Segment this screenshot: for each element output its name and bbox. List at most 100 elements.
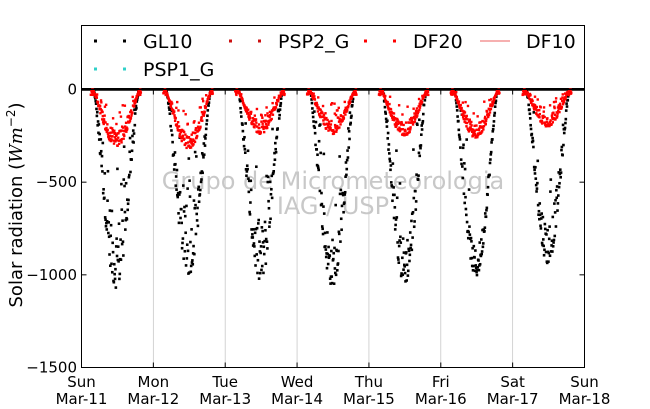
data-point	[240, 115, 243, 118]
data-point	[322, 152, 326, 156]
legend-marker-gl10	[94, 39, 126, 43]
data-point	[389, 168, 392, 172]
data-point	[95, 96, 99, 99]
data-point	[189, 146, 193, 149]
data-point	[489, 104, 492, 107]
data-point	[255, 253, 259, 256]
data-point	[130, 158, 133, 161]
data-point	[317, 106, 320, 109]
data-point	[484, 119, 488, 123]
data-point	[418, 118, 421, 122]
data-point	[470, 240, 473, 243]
data-point	[349, 123, 352, 126]
data-point	[488, 173, 491, 177]
data-point	[489, 158, 492, 161]
data-point	[271, 109, 274, 113]
data-point	[121, 129, 124, 132]
data-point	[257, 218, 260, 222]
data-point	[112, 262, 116, 266]
data-point	[112, 142, 116, 145]
data-point	[491, 129, 495, 133]
data-point	[471, 130, 474, 133]
data-point	[187, 271, 191, 274]
data-point	[537, 213, 540, 217]
data-point	[239, 111, 243, 114]
data-point	[101, 118, 104, 121]
legend-label-psp2-g: PSP2_G	[278, 31, 349, 53]
data-point	[486, 185, 490, 189]
data-point	[561, 96, 564, 99]
data-point	[473, 129, 477, 132]
data-point	[321, 227, 324, 231]
data-point	[133, 123, 137, 127]
data-point	[489, 153, 493, 156]
data-point	[480, 252, 484, 256]
data-point	[180, 246, 184, 250]
data-point	[189, 270, 193, 274]
data-point	[478, 121, 481, 124]
data-point	[535, 109, 539, 112]
data-point	[469, 126, 472, 129]
data-point	[534, 108, 537, 111]
data-point	[239, 94, 243, 98]
data-point	[132, 141, 135, 144]
data-point	[484, 215, 488, 219]
data-point	[542, 114, 545, 118]
data-point	[317, 168, 321, 172]
data-point	[95, 114, 99, 118]
data-point	[314, 143, 317, 147]
data-point	[177, 221, 181, 225]
data-point	[539, 224, 542, 228]
data-point	[410, 212, 414, 216]
data-point	[326, 252, 330, 256]
grid-lines	[152, 89, 514, 368]
data-point	[266, 180, 270, 184]
data-point	[130, 114, 133, 117]
data-point	[490, 104, 494, 108]
data-point	[262, 127, 265, 131]
x-tick-label-date: Mar-11	[56, 390, 108, 408]
legend-entry-psp2-g: PSP2_G	[229, 31, 349, 53]
data-point	[340, 228, 343, 232]
data-point	[103, 120, 106, 123]
data-point	[128, 150, 131, 154]
data-point	[170, 100, 173, 104]
data-point	[118, 272, 122, 276]
data-point	[338, 155, 341, 158]
data-point	[355, 93, 358, 96]
data-point	[198, 128, 201, 132]
data-point	[178, 132, 182, 136]
data-point	[562, 131, 566, 135]
data-point	[108, 139, 111, 142]
data-point	[485, 117, 488, 121]
data-point	[384, 112, 388, 115]
data-point	[417, 110, 420, 113]
data-point	[390, 116, 394, 119]
data-point	[550, 114, 554, 117]
data-point	[243, 151, 247, 155]
data-point	[310, 98, 313, 101]
data-point	[336, 262, 340, 265]
data-point	[567, 93, 571, 97]
data-point	[128, 136, 132, 140]
data-point	[480, 238, 483, 241]
data-point	[113, 129, 116, 132]
data-point	[557, 194, 560, 197]
data-point	[481, 119, 484, 123]
data-point	[401, 113, 404, 116]
data-point	[542, 110, 545, 113]
data-point	[474, 136, 477, 139]
data-point	[458, 104, 461, 107]
data-point	[467, 188, 471, 191]
data-point	[127, 114, 130, 118]
data-point	[313, 131, 317, 135]
data-point	[341, 119, 344, 122]
data-point	[184, 113, 187, 116]
data-point	[416, 123, 419, 127]
data-point	[200, 178, 203, 181]
data-point	[394, 117, 397, 120]
data-point	[176, 120, 180, 124]
data-point	[538, 202, 542, 205]
data-point	[319, 115, 322, 119]
data-point	[99, 112, 102, 115]
